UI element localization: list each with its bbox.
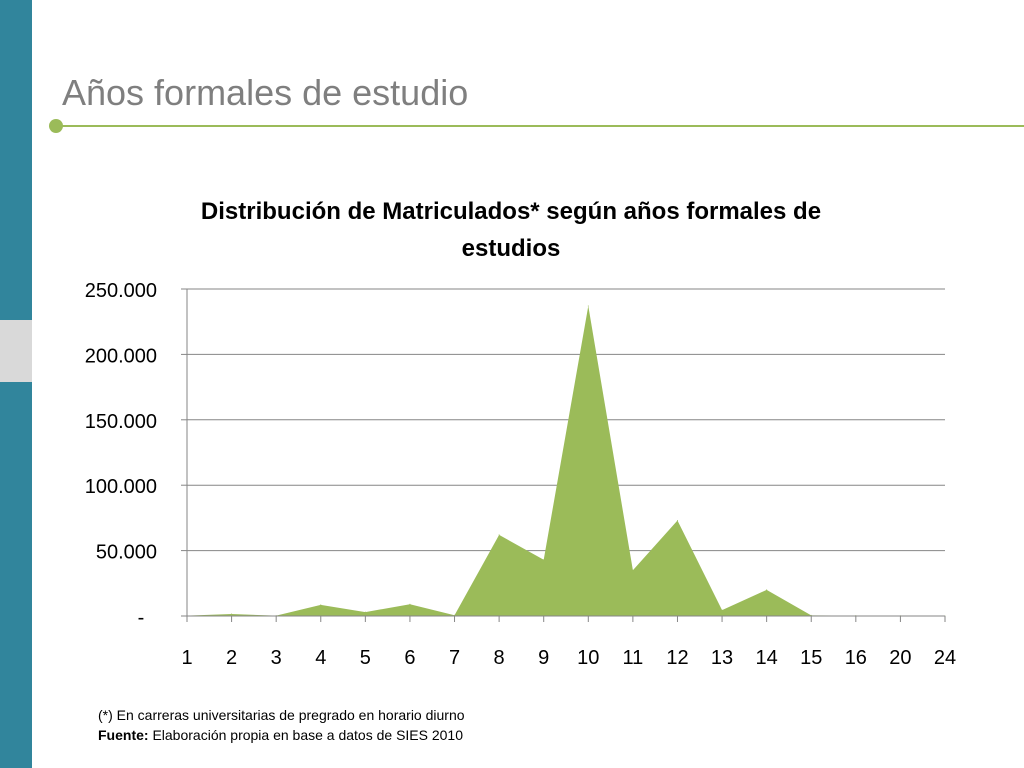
- axes: [181, 288, 946, 622]
- x-tick-label: 20: [889, 647, 911, 669]
- x-tick-label: 9: [538, 647, 549, 669]
- footnote: (*) En carreras universitarias de pregra…: [98, 705, 465, 745]
- title-underline: [56, 125, 1024, 127]
- footnote-source-text: Elaboración propia en base a datos de SI…: [148, 727, 464, 743]
- area-fill: [187, 306, 945, 616]
- data-point: [231, 613, 233, 615]
- x-tick-label: 7: [449, 647, 460, 669]
- data-point: [543, 559, 545, 561]
- x-tick-label: 8: [494, 647, 505, 669]
- data-point: [632, 569, 634, 571]
- x-tick-label: 13: [711, 647, 733, 669]
- title-bullet-dot: [49, 119, 63, 133]
- x-tick-label: 15: [800, 647, 822, 669]
- chart-title-line-1: Distribución de Matriculados* según años…: [201, 198, 821, 225]
- x-tick-label: 12: [666, 647, 688, 669]
- y-tick-label: 50.000: [96, 542, 157, 564]
- area-series: [186, 305, 946, 617]
- x-tick-label: 16: [845, 647, 867, 669]
- data-point: [721, 609, 723, 611]
- x-tick-label: 14: [756, 647, 778, 669]
- data-point: [676, 520, 678, 522]
- x-tick-label: 2: [226, 647, 237, 669]
- x-tick-label: 4: [315, 647, 326, 669]
- y-tick-label: 200.000: [85, 345, 157, 367]
- data-point: [409, 603, 411, 605]
- y-tick-label: 250.000: [85, 280, 157, 302]
- slide-title: Años formales de estudio: [62, 72, 469, 113]
- x-tick-label: 6: [404, 647, 415, 669]
- sidebar-block: [0, 320, 32, 382]
- data-point: [454, 614, 456, 616]
- x-tick-label: 5: [360, 647, 371, 669]
- chart-title-line-2: estudios: [462, 235, 561, 262]
- x-tick-label: 1: [181, 647, 192, 669]
- y-tick-label: -: [138, 607, 145, 629]
- x-tick-label: 3: [271, 647, 282, 669]
- footnote-source: Fuente: Elaboración propia en base a dat…: [98, 725, 465, 745]
- footnote-source-label: Fuente:: [98, 727, 149, 743]
- x-tick-labels: 1 2 3 4 5 6 7 8 9 10 11 12 13 14 15 16 20 24: [181, 647, 956, 669]
- data-point: [587, 305, 589, 307]
- sidebar-stripe: [0, 0, 32, 768]
- y-tick-labels: - 50.000 100.000 150.000 200.000 250.000: [85, 280, 157, 629]
- data-point: [766, 589, 768, 591]
- x-tick-label: 11: [622, 647, 643, 669]
- y-tick-label: 150.000: [85, 411, 157, 433]
- data-point: [498, 534, 500, 536]
- x-tick-label: 10: [577, 647, 599, 669]
- data-point: [320, 604, 322, 606]
- x-tick-label: 24: [934, 647, 956, 669]
- y-tick-label: 100.000: [85, 476, 157, 498]
- data-point: [364, 611, 366, 613]
- footnote-note: (*) En carreras universitarias de pregra…: [98, 707, 465, 723]
